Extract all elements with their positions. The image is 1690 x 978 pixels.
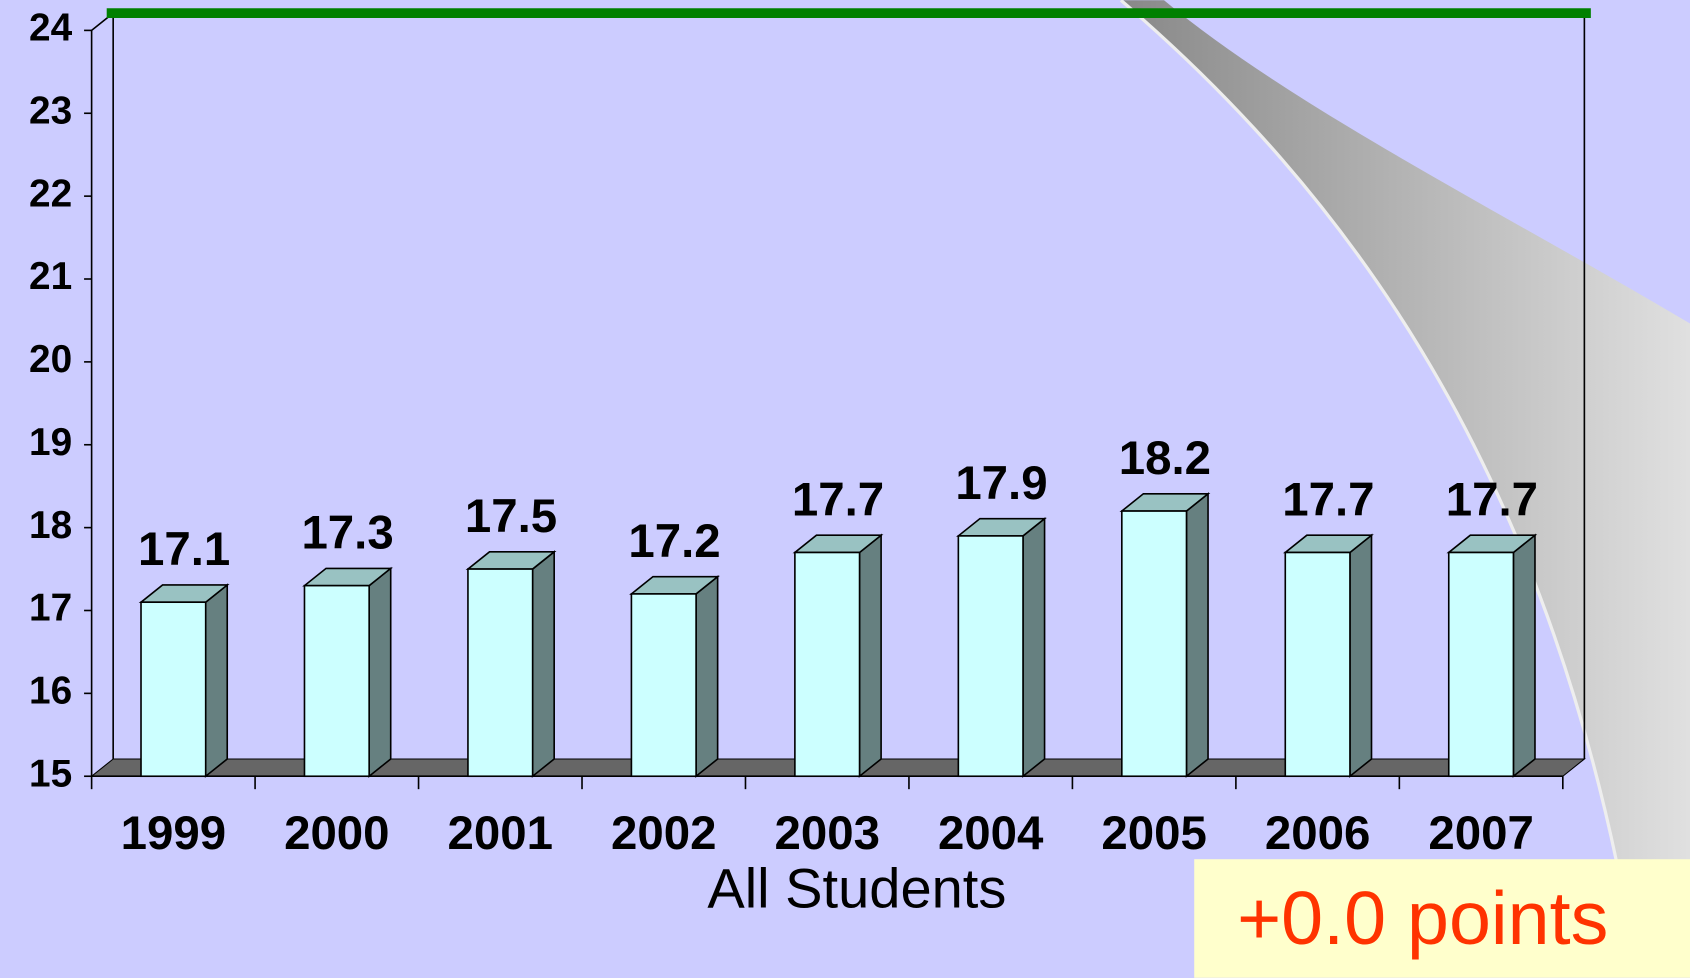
bar-side (860, 535, 882, 776)
data-label: 18.2 (1119, 432, 1211, 485)
page: {"chart_data": {"type": "bar3d", "x_labe… (0, 0, 1690, 978)
bar (1449, 552, 1514, 776)
x-tick-label: 2007 (1428, 807, 1533, 860)
data-label: 17.3 (301, 507, 393, 560)
bar-side (696, 577, 718, 777)
x-tick-label: 2005 (1101, 807, 1206, 860)
bar-side (1350, 535, 1372, 776)
x-tick-label: 2003 (774, 807, 879, 860)
y-tick-label: 19 (29, 421, 72, 464)
x-tick-label: 2004 (938, 807, 1044, 860)
data-label: 17.7 (1282, 473, 1374, 526)
bar (958, 536, 1023, 776)
data-label: 17.7 (1446, 473, 1538, 526)
bar (1285, 552, 1350, 776)
x-tick-label: 2002 (611, 807, 716, 860)
annotation: +0.0 points (1237, 876, 1608, 960)
x-tick-label: 1999 (121, 807, 226, 860)
data-label: 17.2 (628, 515, 720, 568)
bar (141, 602, 206, 776)
data-label: 17.5 (465, 490, 557, 543)
y-tick-label: 21 (29, 255, 72, 298)
y-tick-label: 22 (29, 172, 72, 215)
bar-side (369, 568, 391, 776)
bar-side (1186, 494, 1208, 776)
bar-side (1513, 535, 1535, 776)
bar (304, 586, 369, 777)
x-axis-label: All Students (707, 856, 1006, 919)
bar (1122, 511, 1187, 776)
bar-side (206, 585, 228, 776)
y-tick-label: 15 (29, 752, 72, 795)
chart: 15 16 17 18 19 20 21 22 23 24 1999 17.1 2000 17.3 2001… (0, 0, 1690, 978)
bar (631, 594, 696, 776)
y-tick-label: 17 (29, 587, 72, 630)
x-tick-label: 2000 (284, 807, 389, 860)
y-tick-label: 20 (29, 338, 72, 381)
data-label: 17.7 (792, 473, 884, 526)
bar-side (1023, 519, 1045, 777)
x-tick-label: 2001 (448, 807, 553, 860)
data-label: 17.1 (138, 523, 230, 576)
y-tick-label: 23 (29, 90, 72, 133)
bar-side (533, 552, 555, 776)
x-tick-label: 2006 (1265, 807, 1370, 860)
bar (468, 569, 533, 776)
y-tick-label: 18 (29, 504, 72, 547)
bar (795, 552, 860, 776)
y-tick-label: 16 (29, 670, 72, 713)
y-axis (92, 13, 114, 776)
y-tick-label: 24 (29, 7, 73, 50)
data-label: 17.9 (955, 457, 1047, 510)
